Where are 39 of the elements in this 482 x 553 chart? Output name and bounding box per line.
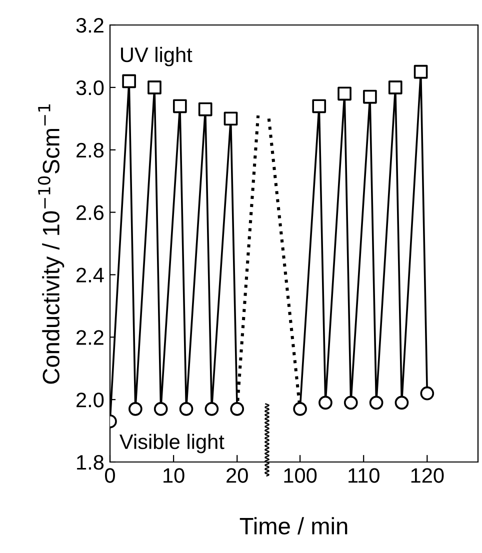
point [394, 396, 409, 410]
x-tick-label: 120 [411, 468, 444, 483]
point [369, 396, 384, 410]
y-tick-label: 2.6 [76, 205, 104, 220]
x-tick-label: 10 [164, 468, 184, 483]
point [363, 90, 377, 104]
y-tick-label: 2.0 [76, 392, 104, 408]
point [172, 99, 187, 114]
y-tick-label: 2.2 [76, 330, 104, 345]
point [312, 99, 326, 114]
y-axis-title: Conductivity / 10$^{−10}$Scm$^{−1}$ [38, 104, 64, 384]
point [414, 64, 428, 79]
point [338, 86, 352, 101]
x-axis-title: Time / min [240, 517, 348, 535]
point [128, 402, 142, 416]
point [179, 402, 194, 416]
point [344, 396, 358, 410]
point [318, 396, 332, 410]
x-tick-label: 0 [105, 468, 115, 483]
y-tick-label: 3.0 [76, 80, 104, 96]
x-tick-label: 100 [284, 468, 317, 483]
annotation: Visible light [120, 434, 224, 454]
x-tick-label: 20 [226, 468, 248, 483]
point [122, 74, 136, 88]
point [148, 80, 162, 94]
point [420, 386, 434, 400]
point [388, 80, 402, 94]
x-tick-label: 110 [348, 468, 380, 483]
y-tick-label: 1.8 [77, 455, 104, 470]
point [230, 402, 244, 416]
y-tick-label: 2.8 [76, 142, 104, 158]
point [204, 402, 219, 416]
point [154, 402, 168, 416]
point [224, 112, 238, 126]
y-tick-label: 3.2 [76, 18, 104, 33]
annotation: UV light [121, 46, 192, 66]
point [198, 102, 212, 116]
y-tick-label: 2.4 [76, 268, 104, 282]
point [293, 402, 307, 416]
